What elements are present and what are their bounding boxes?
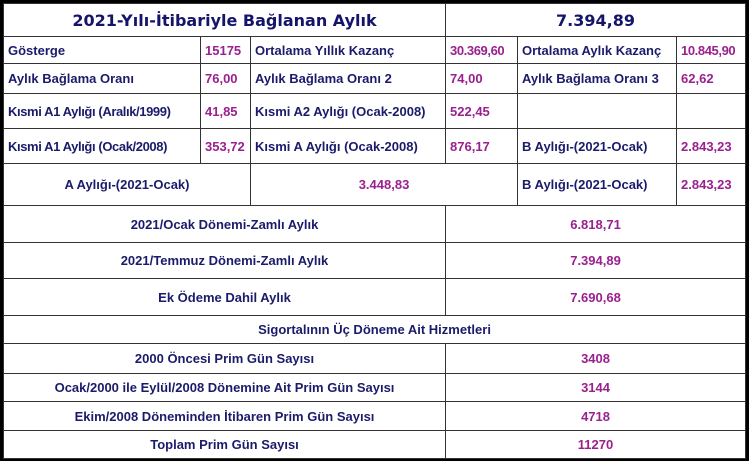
service-row: 2000 Öncesi Prim Gün Sayısı 3408	[2, 343, 747, 374]
cell-label: Aylık Bağlama Oranı 2	[249, 63, 447, 94]
title-value: 7.394,89	[445, 3, 747, 37]
cell-value: 6.818,71	[445, 205, 747, 243]
service-row: Ocak/2000 ile Eylül/2008 Dönemine Ait Pr…	[2, 373, 747, 402]
cell-value: 522,45	[445, 93, 519, 129]
summary-row: 2021/Ocak Dönemi-Zamlı Aylık 6.818,71	[2, 205, 747, 243]
empty-cell	[676, 93, 747, 129]
table-row: Kısmi A1 Aylığı (Ocak/2008) 353,72 Kısmi…	[3, 128, 747, 164]
title-label: 2021-Yılı-İtibariyle Bağlanan Aylık	[2, 3, 447, 37]
table-row: A Aylığı-(2021-Ocak) 3.448,83 B Aylığı-(…	[3, 163, 747, 206]
service-row: Ekim/2008 Döneminden İtibaren Prim Gün S…	[2, 401, 747, 431]
title-row: 2021-Yılı-İtibariyle Bağlanan Aylık 7.39…	[2, 3, 747, 37]
cell-value: 76,00	[200, 63, 251, 94]
cell-value: 3144	[445, 373, 747, 402]
cell-value: 7.690,68	[445, 278, 747, 316]
cell-label: Ekim/2008 Döneminden İtibaren Prim Gün S…	[2, 401, 447, 431]
cell-value: 30.369,60	[445, 36, 519, 64]
cell-value: 74,00	[445, 63, 519, 94]
table-row: Kısmi A1 Aylığı (Aralık/1999) 41,85 Kısm…	[3, 93, 747, 129]
cell-label: Kısmi A1 Aylığı (Aralık/1999)	[3, 93, 201, 129]
cell-label: Ortalama Yıllık Kazanç	[249, 36, 447, 64]
section-header-row: Sigortalının Üç Döneme Ait Hizmetleri	[2, 315, 747, 344]
cell-label: 2021/Ocak Dönemi-Zamlı Aylık	[2, 205, 447, 243]
cell-value: 876,17	[445, 128, 519, 164]
cell-label: Ek Ödeme Dahil Aylık	[2, 278, 447, 316]
cell-label: Gösterge	[3, 36, 201, 64]
cell-value: 15175	[200, 36, 251, 64]
cell-label: A Aylığı-(2021-Ocak)	[3, 163, 251, 206]
cell-value: 353,72	[200, 128, 251, 164]
cell-value: 3.448,83	[249, 163, 519, 206]
cell-label: 2021/Temmuz Dönemi-Zamlı Aylık	[2, 242, 447, 279]
cell-value: 41,85	[200, 93, 251, 129]
table-row: Aylık Bağlama Oranı 76,00 Aylık Bağlama …	[3, 63, 747, 94]
table-row: Gösterge 15175 Ortalama Yıllık Kazanç 30…	[3, 36, 747, 64]
service-row: Toplam Prim Gün Sayısı 11270	[2, 430, 747, 459]
cell-value: 4718	[445, 401, 747, 431]
empty-cell	[517, 93, 678, 129]
cell-value: 11270	[445, 430, 747, 459]
service-header: Sigortalının Üç Döneme Ait Hizmetleri	[2, 315, 747, 344]
cell-label: Aylık Bağlama Oranı	[3, 63, 201, 94]
cell-label: Kısmi A1 Aylığı (Ocak/2008)	[3, 128, 201, 164]
cell-label: B Aylığı-(2021-Ocak)	[517, 163, 678, 206]
cell-label: Kısmi A Aylığı (Ocak-2008)	[249, 128, 447, 164]
cell-value: 62,62	[676, 63, 747, 94]
cell-label: Aylık Bağlama Oranı 3	[517, 63, 678, 94]
cell-label: B Aylığı-(2021-Ocak)	[517, 128, 678, 164]
cell-value: 2.843,23	[676, 163, 747, 206]
cell-label: 2000 Öncesi Prim Gün Sayısı	[2, 343, 447, 374]
cell-value: 3408	[445, 343, 747, 374]
cell-label: Ocak/2000 ile Eylül/2008 Dönemine Ait Pr…	[2, 373, 447, 402]
summary-row: Ek Ödeme Dahil Aylık 7.690,68	[2, 278, 747, 316]
summary-row: 2021/Temmuz Dönemi-Zamlı Aylık 7.394,89	[2, 242, 747, 279]
cell-label: Ortalama Aylık Kazanç	[517, 36, 678, 64]
pension-table: 2021-Yılı-İtibariyle Bağlanan Aylık 7.39…	[2, 3, 747, 459]
cell-value: 7.394,89	[445, 242, 747, 279]
cell-label: Toplam Prim Gün Sayısı	[2, 430, 447, 459]
cell-label: Kısmi A2 Aylığı (Ocak-2008)	[249, 93, 447, 129]
cell-value: 2.843,23	[676, 128, 747, 164]
cell-value: 10.845,90	[676, 36, 747, 64]
